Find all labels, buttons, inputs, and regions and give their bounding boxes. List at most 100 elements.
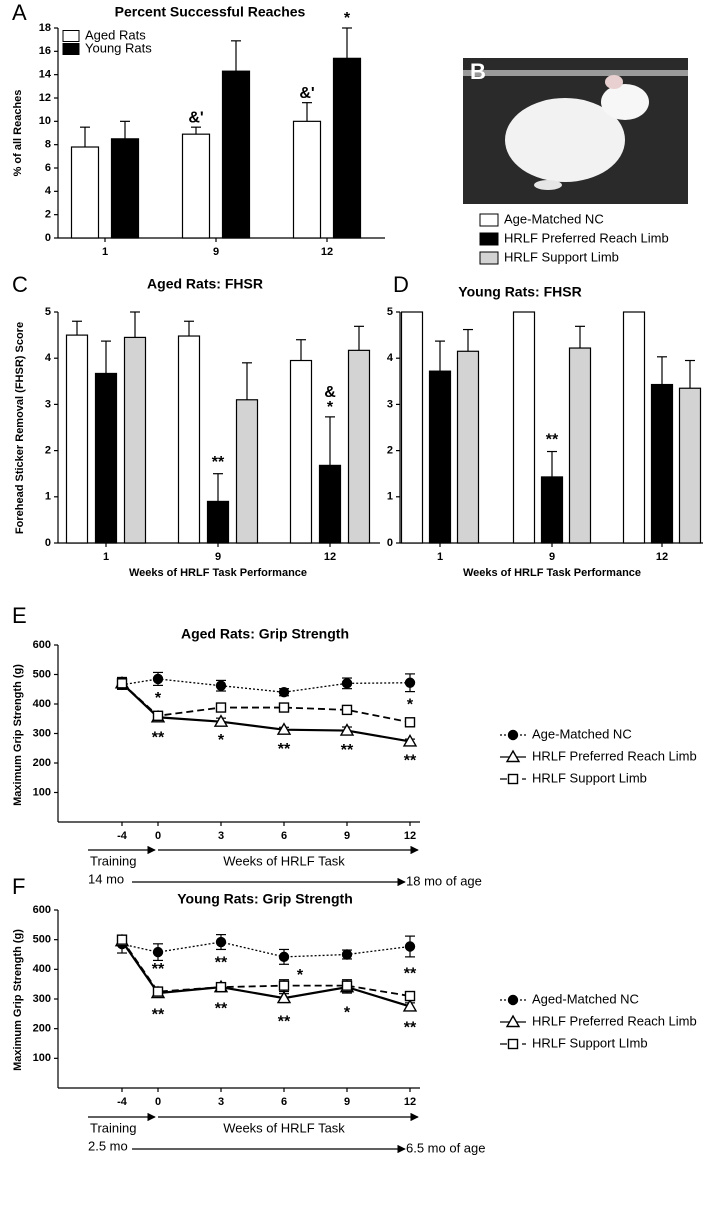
bar xyxy=(94,372,118,544)
y-tick-label: 6 xyxy=(45,162,51,174)
annotation: ** xyxy=(278,1013,291,1030)
bar xyxy=(110,138,140,239)
y-tick-label: 12 xyxy=(39,92,51,104)
annotation: ** xyxy=(341,742,354,759)
x-tick-label: 6 xyxy=(281,830,287,842)
photo-panel: B xyxy=(463,58,688,204)
point xyxy=(278,702,290,713)
annotation: * xyxy=(218,732,225,749)
bar xyxy=(456,350,480,544)
y-tick-label: 2 xyxy=(45,209,51,221)
photo-rat-ear xyxy=(605,75,623,89)
point xyxy=(402,734,418,747)
y-axis-label: % of all Reaches xyxy=(12,90,24,177)
bar xyxy=(568,347,592,544)
y-tick-label: 2 xyxy=(387,445,393,457)
y-tick-label: 4 xyxy=(45,185,52,197)
point xyxy=(215,680,227,691)
point xyxy=(152,986,164,997)
bar xyxy=(221,70,251,239)
annotation: ** xyxy=(152,729,165,746)
panel-label: F xyxy=(12,874,25,899)
bar xyxy=(181,133,211,239)
bar xyxy=(540,476,564,544)
y-tick-label: 3 xyxy=(45,398,51,410)
legend-swatch xyxy=(479,232,499,246)
annotation: ** xyxy=(215,1000,228,1017)
annotation: * xyxy=(297,967,304,984)
y-tick-label: 2 xyxy=(45,445,51,457)
x-tick-label: 3 xyxy=(218,1096,224,1108)
y-tick-label: 0 xyxy=(387,537,393,549)
bar xyxy=(347,349,371,544)
legend-label: HRLF Preferred Reach Limb xyxy=(532,1013,697,1028)
chart-title: Aged Rats: Grip Strength xyxy=(181,626,349,642)
line xyxy=(121,941,411,958)
x-tick-label: 6 xyxy=(281,1096,287,1108)
point xyxy=(507,773,519,785)
bar xyxy=(206,500,230,544)
annotation: ** xyxy=(152,1006,165,1023)
annotation: ** xyxy=(152,961,165,978)
x-tick-label: 9 xyxy=(215,551,221,563)
point xyxy=(215,936,227,948)
point xyxy=(215,702,227,713)
legend-label: Young Rats xyxy=(85,40,152,55)
annotation: * xyxy=(327,399,334,416)
legend-label: Aged Rats xyxy=(85,27,146,42)
photo-rat-body xyxy=(505,98,625,182)
legend-label: Age-Matched NC xyxy=(532,726,632,741)
panel-label: C xyxy=(12,272,28,297)
x-tick-label: 1 xyxy=(102,246,108,258)
panel-label: B xyxy=(470,59,486,84)
y-tick-label: 3 xyxy=(387,398,393,410)
y-axis-label: Forehead Sticker Removal (FHSR) Score xyxy=(14,322,26,534)
point xyxy=(507,1038,519,1050)
y-tick-label: 500 xyxy=(33,934,51,946)
photo-rat-head xyxy=(601,84,649,120)
timeline-label: 6.5 mo of age xyxy=(406,1140,486,1155)
timeline-label: 14 mo xyxy=(88,871,124,886)
annotation: * xyxy=(155,690,162,707)
photo-bar xyxy=(463,70,688,76)
annotation: ** xyxy=(404,753,417,770)
y-axis-label: Maximum Grip Strength (g) xyxy=(12,929,24,1071)
y-tick-label: 600 xyxy=(33,639,51,651)
legend-label: HRLF Preferred Reach Limb xyxy=(504,230,669,245)
y-tick-label: 0 xyxy=(45,232,51,244)
y-tick-label: 5 xyxy=(45,306,51,318)
line xyxy=(121,939,411,997)
line xyxy=(121,678,411,693)
bar xyxy=(65,334,89,544)
annotation: * xyxy=(344,951,351,968)
point xyxy=(402,999,418,1012)
point xyxy=(276,722,292,735)
legend-label: HRLF Preferred Reach Limb xyxy=(532,748,697,763)
bar xyxy=(235,399,259,544)
chart-title: Percent Successful Reaches xyxy=(115,4,306,20)
x-tick-label: 0 xyxy=(155,830,161,842)
bar xyxy=(289,359,313,544)
y-tick-label: 0 xyxy=(45,537,51,549)
annotation: &' xyxy=(188,109,203,126)
x-tick-label: 9 xyxy=(344,830,350,842)
timeline-label: Weeks of HRLF Task xyxy=(223,1120,345,1135)
bar xyxy=(332,57,362,239)
y-tick-label: 4 xyxy=(387,352,394,364)
y-tick-label: 300 xyxy=(33,727,51,739)
legend-swatch xyxy=(62,30,80,42)
annotation: ** xyxy=(404,1020,417,1037)
x-tick-label: -4 xyxy=(117,1096,128,1108)
point xyxy=(213,714,229,727)
annotation: &' xyxy=(299,85,314,102)
y-tick-label: 4 xyxy=(45,352,52,364)
annotation: ** xyxy=(212,454,225,471)
point xyxy=(507,729,519,741)
line xyxy=(121,682,411,743)
panel-label: A xyxy=(12,0,27,25)
bar xyxy=(622,311,646,544)
legend-label: Age-Matched NC xyxy=(504,211,604,226)
point xyxy=(507,994,519,1006)
bar xyxy=(177,335,201,544)
